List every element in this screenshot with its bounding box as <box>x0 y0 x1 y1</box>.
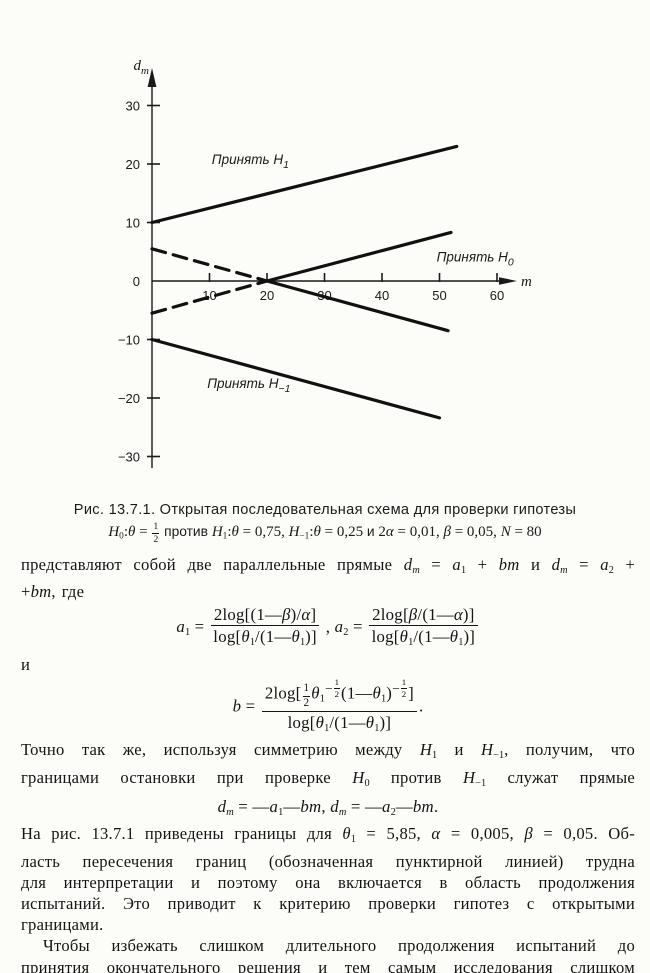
series-lower-boundary-accept-H-1 <box>150 337 442 420</box>
series-upper-boundary-accept-H1 <box>150 144 459 225</box>
region-label-accept-1: Принять H1 <box>212 152 289 171</box>
paragraph-armitage: Чтобы избежать слишком длительного продо… <box>21 936 635 973</box>
svg-text:dm: dm <box>134 58 150 77</box>
svg-text:m: m <box>521 274 532 290</box>
figure-caption-line1: Рис. 13.7.1. Открытая последовательная с… <box>73 502 577 518</box>
equation-a2-denominator: log[θ1/(1—θ1)] <box>371 627 476 648</box>
series-middle-lower-boundary-accept-H0 <box>265 279 450 333</box>
equation-b-fraction: 2log[1 2 θ1− 1 2 (1—θ1)− 1 2] log[θ1/(1—θ1)] <box>261 677 417 737</box>
body-text: представляют собой две параллельные прям… <box>0 546 650 973</box>
svg-text:10: 10 <box>126 215 140 230</box>
series-middle-upper-dashed-extension <box>150 279 269 315</box>
svg-text:−10: −10 <box>118 332 140 347</box>
equation-a2-numerator: 2log[β/(1—α)] <box>369 605 478 627</box>
svg-text:−20: −20 <box>118 391 140 406</box>
equation-a1-fraction: 2log[(1—β)/α] log[θ1/(1—θ1)] <box>210 605 320 652</box>
equation-b-numerator: 2log[1 2 θ1− 1 2 (1—θ1)− 1 2] <box>261 677 417 712</box>
equation-dm-boundaries: dm = —a1—bm, dm = —a2—bm. <box>217 796 439 818</box>
figure-caption: Рис. 13.7.1. Открытая последовательная с… <box>0 502 650 546</box>
equation-b-lhs: b = <box>232 696 260 716</box>
paragraph-symmetry: Точно так же, используя симметрию между … <box>21 740 636 789</box>
region-label-accept-0: Принять H0 <box>437 250 514 269</box>
paragraph-and: и <box>21 654 31 674</box>
svg-text:−30: −30 <box>118 449 140 464</box>
equation-b: b = 2log[1 2 θ1− 1 2 (1—θ1)− 1 2] log[θ1/(1—θ1)]… <box>21 677 635 737</box>
series-middle-lower-dashed-extension <box>150 247 269 283</box>
svg-text:20: 20 <box>126 157 140 172</box>
equation-b-period: . <box>418 696 424 716</box>
paragraph-fig-discussion: На рис. 13.7.1 приведены границы для θ1 … <box>21 824 635 935</box>
region-label-accept-minus-1: Принять H−1 <box>207 376 290 395</box>
svg-text:60: 60 <box>490 288 504 303</box>
equation-a1-numerator: 2log[(1—β)/α] <box>210 605 320 627</box>
svg-text:30: 30 <box>126 98 140 113</box>
equation-a1-lhs: a1 = <box>176 617 209 639</box>
equation-a1-denominator: log[θ1/(1—θ1)] <box>213 627 317 648</box>
svg-text:0: 0 <box>133 274 140 289</box>
svg-text:20: 20 <box>260 288 274 303</box>
equation-separator: , <box>321 617 335 637</box>
equation-a1-a2: a1 = 2log[(1—β)/α] log[θ1/(1—θ1)] , a2 = … <box>21 605 635 652</box>
equation-b-denominator: log[θ1/(1—θ1)] <box>287 712 392 734</box>
svg-text:40: 40 <box>375 288 389 303</box>
equation-a2-lhs: a2 = <box>334 617 368 639</box>
equation-a2-fraction: 2log[β/(1—α)] log[θ1/(1—θ1)] <box>369 605 478 652</box>
paragraph-intro: представляют собой две параллельные прям… <box>21 554 635 601</box>
series-middle-upper-boundary-accept-H0 <box>265 230 453 283</box>
svg-text:50: 50 <box>432 288 446 303</box>
